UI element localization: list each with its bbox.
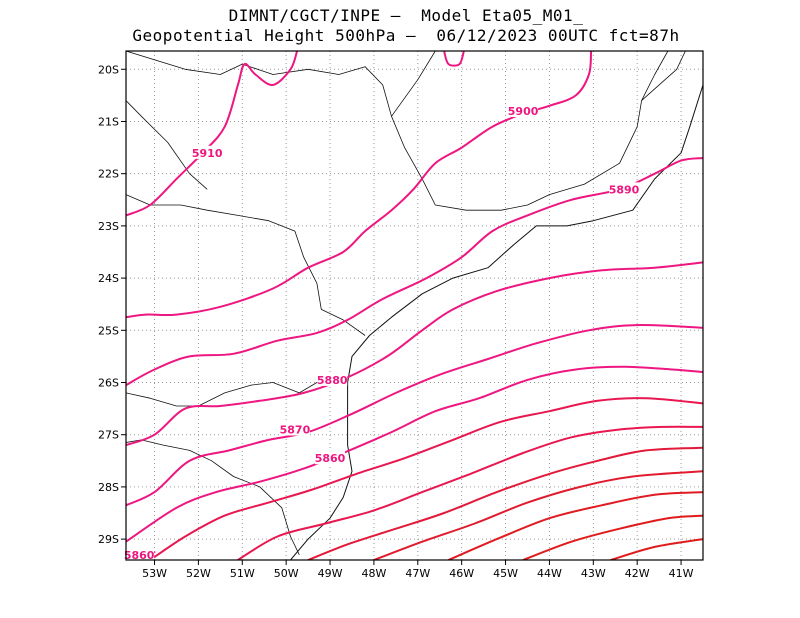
contour-line-5800 — [522, 514, 703, 560]
lon-tick-label: 47W — [405, 567, 430, 580]
contour-line-5820 — [372, 470, 703, 560]
lat-tick-label: 26S — [98, 377, 119, 390]
contour-labels: 5910 5900 5890 5880 5870 5860 5860 — [124, 104, 640, 562]
lon-tick-label: 53W — [142, 567, 167, 580]
lon-tick-label: 49W — [318, 567, 343, 580]
lat-tick-label: 23S — [98, 220, 119, 233]
state-border — [641, 51, 669, 101]
contour-label-bg — [508, 104, 539, 118]
state-border — [126, 439, 300, 555]
map-title-line-1: DIMNT/CGCT/INPE – Model Eta05_M01_ — [228, 6, 584, 25]
lat-tick-label: 21S — [98, 115, 119, 128]
lat-tick-label: 29S — [98, 533, 119, 546]
map-title-line-2: Geopotential Height 500hPa – 06/12/2023 … — [132, 26, 680, 45]
lon-tick-label: 46W — [449, 567, 474, 580]
contour-line-5840 — [236, 425, 703, 560]
contour-label-bg — [609, 182, 640, 196]
contour-line-5900 — [443, 51, 465, 67]
contour-label-bg — [315, 451, 346, 465]
contour-line-5810 — [447, 491, 703, 560]
plot-frame — [125, 50, 704, 561]
contour-line-5870 — [126, 324, 703, 507]
state-border — [126, 379, 348, 407]
contour-label-5880: 5880 — [317, 374, 348, 387]
state-border — [126, 194, 366, 336]
lat-tick-label: 28S — [98, 481, 119, 494]
lat-tick-label: 25S — [98, 324, 119, 337]
contour-label-bg — [317, 372, 348, 386]
contour-line-5860 — [126, 365, 703, 543]
state-border — [126, 51, 686, 211]
lon-tick-label: 52W — [186, 567, 211, 580]
lon-tick-label: 50W — [274, 567, 299, 580]
state-border — [126, 100, 208, 190]
contour-label-bg — [124, 547, 155, 561]
contour-label-5890: 5890 — [609, 183, 640, 196]
contour-label-5910: 5910 — [192, 147, 223, 160]
axis-ticks: 53W 52W 51W 50W 49W 48W 47W 46W 45W 44W 43W 42W 41W 2… — [98, 63, 694, 580]
contour-line-5790 — [609, 538, 703, 560]
coastline — [290, 84, 703, 560]
contour-label-bg — [192, 145, 223, 159]
lat-tick-label: 27S — [98, 429, 119, 442]
lon-tick-label: 43W — [581, 567, 606, 580]
contour-line-5850 — [149, 397, 703, 560]
contour-label-5900: 5900 — [508, 105, 539, 118]
contour-label-5860: 5860 — [315, 452, 346, 465]
lat-tick-label: 20S — [98, 63, 119, 76]
contour-line-5880 — [126, 261, 703, 447]
lon-tick-label: 41W — [669, 567, 694, 580]
contour-line-5910 — [126, 51, 299, 217]
grid-lines — [126, 51, 703, 560]
lon-tick-label: 45W — [493, 567, 518, 580]
contour-label-5860: 5860 — [124, 549, 155, 562]
geography-lines — [126, 51, 703, 560]
lon-tick-label: 48W — [361, 567, 386, 580]
contour-lines — [126, 51, 703, 560]
lon-tick-label: 42W — [625, 567, 650, 580]
contour-label-bg — [279, 422, 310, 436]
lat-tick-label: 24S — [98, 272, 119, 285]
contour-label-5870: 5870 — [280, 423, 311, 436]
contour-line-5900 — [126, 51, 593, 319]
lon-tick-label: 51W — [230, 567, 255, 580]
state-border — [391, 51, 436, 117]
lon-tick-label: 44W — [537, 567, 562, 580]
lat-tick-label: 22S — [98, 168, 119, 181]
contour-line-5830 — [307, 446, 703, 560]
